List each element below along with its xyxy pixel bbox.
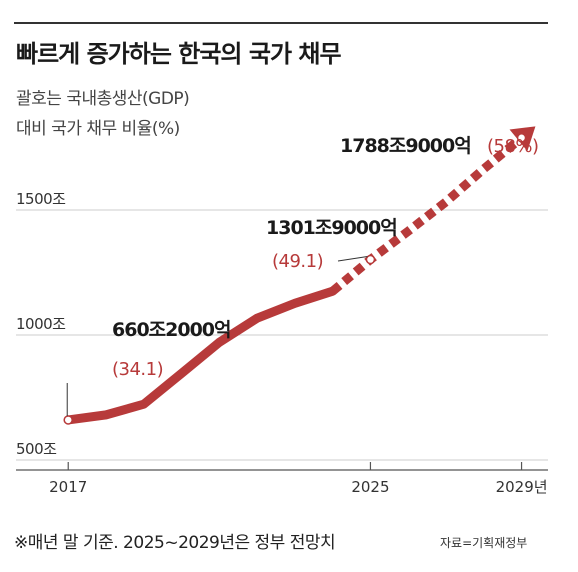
y-tick-label: 1500조 bbox=[16, 190, 66, 208]
actual-debt-line bbox=[63, 286, 338, 425]
gdp-ratio-label: (58%) bbox=[487, 136, 539, 157]
debt-amount-label: 1301조9000억 bbox=[266, 217, 397, 239]
annotations: 660조2000억 (34.1) 1301조9000억 (49.1) 1788조9000… bbox=[63, 133, 539, 425]
gdp-ratio-label: (49.1) bbox=[272, 251, 323, 272]
point-marker bbox=[365, 254, 376, 265]
gdp-ratio-label: (34.1) bbox=[112, 359, 163, 380]
projected-debt-line bbox=[329, 136, 522, 295]
y-tick-label: 1000조 bbox=[16, 315, 66, 333]
point-marker bbox=[516, 133, 527, 143]
debt-amount-label: 1788조9000억 bbox=[340, 135, 471, 157]
subtitle-line-1: 괄호는 국내총생산(GDP) bbox=[16, 89, 190, 109]
source-credit: 자료=기획재정부 bbox=[440, 536, 528, 550]
x-axis: 2017 2025 2029년 bbox=[16, 462, 548, 496]
y-tick-labels: 500조 1000조 1500조 bbox=[16, 190, 67, 458]
gridlines bbox=[16, 209, 548, 461]
debt-amount-label: 660조2000억 bbox=[112, 319, 231, 341]
chart-subtitle: 괄호는 국내총생산(GDP) 대비 국가 채무 비율(%) bbox=[16, 84, 190, 144]
chart-title: 빠르게 증가하는 한국의 국가 채무 bbox=[16, 40, 342, 68]
x-tick-label: 2029년 bbox=[496, 478, 548, 496]
x-tick-label: 2025 bbox=[351, 478, 389, 496]
footnote: ※매년 말 기준. 2025~2029년은 정부 전망치 bbox=[14, 533, 336, 553]
y-tick-label: 500조 bbox=[16, 440, 57, 458]
leader-line bbox=[337, 256, 368, 262]
top-rule bbox=[14, 22, 548, 24]
point-marker bbox=[63, 415, 73, 425]
x-tick-label: 2017 bbox=[49, 478, 87, 496]
subtitle-line-2: 대비 국가 채무 비율(%) bbox=[16, 119, 180, 139]
debt-line-chart: 500조 1000조 1500조 2017 2025 2029년 660조2000억 (3… bbox=[16, 126, 548, 496]
